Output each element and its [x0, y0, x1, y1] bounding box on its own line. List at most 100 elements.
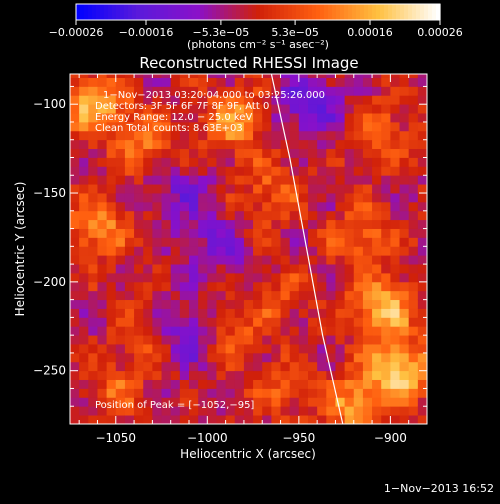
- heatmap-cell: [88, 317, 98, 327]
- heatmap-cell: [124, 77, 135, 87]
- colorbar-swatch: [228, 4, 233, 20]
- heatmap-cell: [198, 344, 208, 354]
- heatmap-cell: [344, 379, 355, 389]
- heatmap-cell: [161, 95, 172, 105]
- heatmap-cell: [298, 264, 309, 274]
- heatmap-cell: [179, 370, 190, 380]
- heatmap-cell: [326, 148, 336, 158]
- heatmap-cell: [152, 104, 162, 114]
- heatmap-cell: [280, 139, 291, 150]
- heatmap-cell: [189, 219, 199, 229]
- heatmap-cell: [381, 335, 391, 345]
- heatmap-cell: [344, 210, 355, 221]
- heatmap-cell: [198, 219, 208, 229]
- heatmap-cell: [134, 121, 144, 132]
- heatmap-cell: [280, 361, 291, 372]
- heatmap-cell: [372, 139, 382, 150]
- heatmap-cell: [79, 74, 89, 78]
- heatmap-cell: [253, 104, 263, 114]
- colorbar-swatch: [176, 4, 181, 20]
- heatmap-cell: [88, 361, 98, 372]
- heatmap-cell: [88, 86, 98, 96]
- heatmap-cell: [234, 86, 245, 96]
- heatmap-cell: [143, 228, 153, 238]
- heatmap-cell: [115, 228, 126, 238]
- heatmap-cell: [161, 237, 172, 247]
- heatmap-cell: [189, 246, 199, 256]
- heatmap-cell: [134, 264, 144, 274]
- heatmap-cell: [298, 148, 309, 158]
- heatmap-cell: [308, 281, 318, 292]
- heatmap-cell: [417, 272, 427, 283]
- heatmap-cell: [97, 335, 108, 345]
- heatmap-cell: [335, 86, 346, 96]
- heatmap-cell: [134, 415, 144, 424]
- heatmap-cell: [115, 388, 126, 398]
- heatmap-cell: [207, 139, 217, 150]
- heatmap-cell: [88, 326, 98, 336]
- colorbar-swatch: [292, 4, 297, 20]
- heatmap-cell: [152, 210, 162, 221]
- heatmap-cell: [152, 219, 162, 229]
- heatmap-cell: [124, 255, 135, 265]
- heatmap-cell: [289, 281, 300, 292]
- heatmap-cell: [234, 255, 245, 265]
- heatmap-cell: [143, 415, 153, 424]
- heatmap-cell: [390, 388, 400, 398]
- heatmap-cell: [143, 219, 153, 229]
- heatmap-cell: [179, 148, 190, 158]
- heatmap-cell: [362, 86, 373, 96]
- heatmap-cell: [115, 74, 126, 78]
- heatmap-cell: [97, 326, 108, 336]
- heatmap-cell: [280, 193, 291, 203]
- heatmap-cell: [207, 370, 217, 380]
- heatmap-cell: [372, 95, 382, 105]
- heatmap-cell: [88, 77, 98, 87]
- heatmap-cell: [353, 166, 364, 176]
- heatmap-cell: [344, 326, 355, 336]
- heatmap-cell: [353, 74, 364, 78]
- heatmap-cell: [225, 370, 236, 380]
- heatmap-cell: [362, 166, 373, 176]
- heatmap-cell: [289, 104, 300, 114]
- heatmap-cell: [317, 361, 327, 372]
- heatmap-cell: [353, 255, 364, 265]
- heatmap-cell: [243, 237, 254, 247]
- heatmap-cell: [189, 415, 199, 424]
- heatmap-cell: [179, 95, 190, 105]
- heatmap-cell: [179, 113, 190, 123]
- heatmap-cell: [243, 264, 254, 274]
- heatmap-cell: [308, 175, 318, 185]
- heatmap-cell: [308, 193, 318, 203]
- heatmap-cell: [289, 246, 300, 256]
- heatmap-cell: [280, 352, 291, 363]
- heatmap-cell: [198, 175, 208, 185]
- heatmap-cell: [198, 326, 208, 336]
- colorbar-swatch: [248, 4, 253, 20]
- heatmap-cell: [216, 113, 227, 123]
- heatmap-cell: [280, 86, 291, 96]
- heatmap-cell: [253, 210, 263, 221]
- heatmap-cell: [97, 157, 108, 167]
- heatmap-cell: [390, 415, 400, 424]
- heatmap-cell: [317, 157, 327, 167]
- heatmap-cell: [353, 317, 364, 327]
- heatmap-cell: [207, 157, 217, 167]
- heatmap-cell: [408, 326, 419, 336]
- heatmap-cell: [225, 264, 236, 274]
- heatmap-cell: [271, 130, 281, 141]
- heatmap-cell: [317, 397, 327, 407]
- heatmap-cell: [317, 95, 327, 105]
- colorbar-swatch: [256, 4, 261, 20]
- heatmap-cell: [372, 246, 382, 256]
- heatmap-cell: [308, 415, 318, 424]
- heatmap-cell: [115, 175, 126, 185]
- heatmap-cell: [298, 246, 309, 256]
- heatmap-cell: [243, 397, 254, 407]
- heatmap-cell: [97, 210, 108, 221]
- heatmap-cell: [372, 326, 382, 336]
- heatmap-cell: [79, 113, 89, 123]
- heatmap-cell: [308, 86, 318, 96]
- heatmap-cell: [253, 317, 263, 327]
- heatmap-cell: [390, 344, 400, 354]
